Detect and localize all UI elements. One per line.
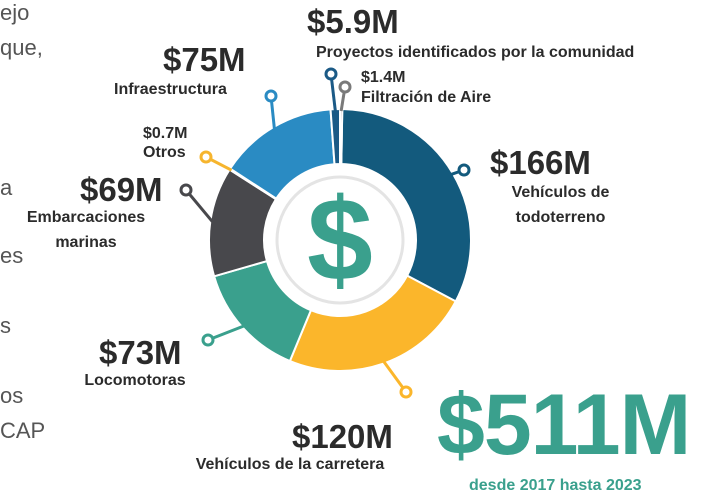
value-label: $69M xyxy=(80,171,163,208)
leader-dot xyxy=(199,150,213,164)
value-label: $166M xyxy=(490,144,591,181)
background-text: os xyxy=(0,383,24,408)
category-label: Locomotoras xyxy=(84,372,186,389)
value-label: $73M xyxy=(99,334,182,371)
category-label: Vehículos de la carretera xyxy=(195,456,385,473)
category-label: Embarcaciones marinas xyxy=(26,209,146,251)
center-symbol: $ xyxy=(307,174,373,306)
total-value: $511M xyxy=(437,377,691,473)
donut-segment xyxy=(288,274,458,372)
category-label: Infraestructura xyxy=(114,81,227,98)
background-text: es xyxy=(0,243,24,268)
category-label: Filtración de Aire xyxy=(361,89,492,106)
category-label: Otros xyxy=(143,144,186,161)
category-label: Proyectos identificados por la comunidad xyxy=(316,44,635,61)
background-text: que, xyxy=(0,35,43,60)
background-text: CAP xyxy=(0,418,46,443)
value-label: $75M xyxy=(163,41,246,78)
leader-dot xyxy=(264,89,278,103)
leader-dot xyxy=(399,385,413,399)
value-label: $1.4M xyxy=(361,69,406,86)
value-label: $120M xyxy=(292,418,393,455)
background-text: ejo xyxy=(0,0,30,25)
value-label: $0.7M xyxy=(143,125,188,142)
leader-dot xyxy=(201,333,215,347)
background-text: s xyxy=(0,313,11,338)
value-label: $5.9M xyxy=(307,3,399,40)
leader-line xyxy=(184,189,214,223)
leader-dot xyxy=(179,183,193,197)
category-label: Vehículos de todoterreno xyxy=(511,184,610,226)
leader-dot xyxy=(324,67,338,81)
donut-segment xyxy=(339,107,344,166)
leader-dot xyxy=(457,163,471,177)
donut-segment xyxy=(340,108,472,303)
leader-dot xyxy=(338,80,352,94)
background-text: a xyxy=(0,175,13,200)
total-subtitle: desde 2017 hasta 2023 xyxy=(469,477,642,494)
center-ring xyxy=(275,175,405,305)
